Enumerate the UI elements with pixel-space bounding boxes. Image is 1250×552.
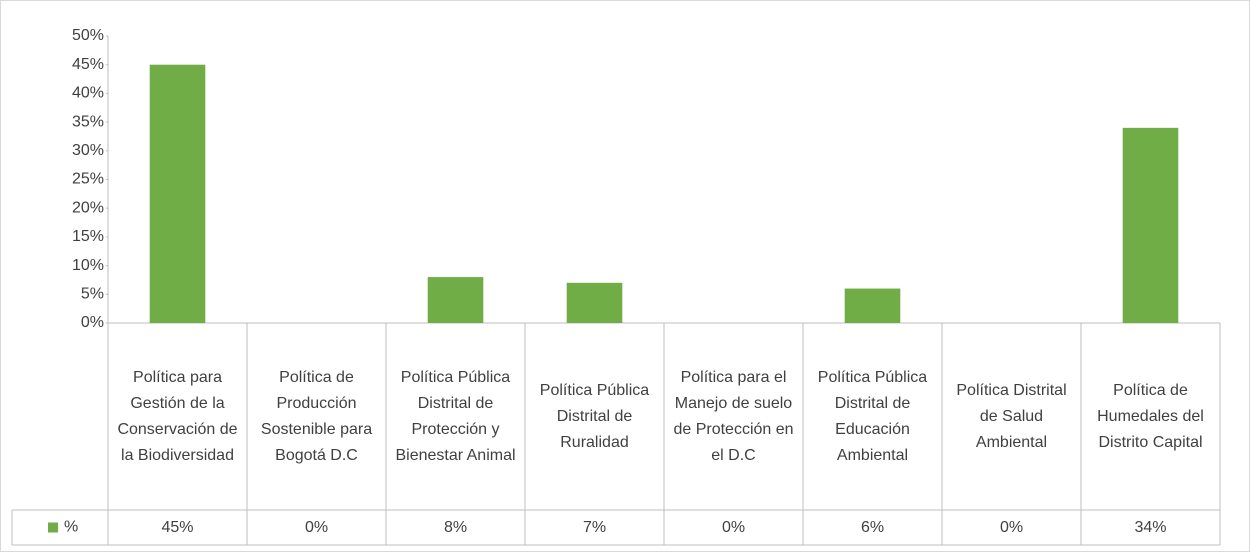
y-tick-label: 25%: [72, 171, 104, 188]
y-tick-label: 0%: [81, 314, 104, 331]
legend-label: %: [64, 519, 78, 536]
category-label: Política para el Manejo de suelo de Prot…: [673, 368, 794, 464]
value-label: 7%: [582, 518, 607, 536]
value-label: 0%: [304, 518, 329, 536]
category-label: Política de Humedales del Distrito Capit…: [1097, 381, 1204, 451]
y-tick-label: 45%: [72, 56, 104, 73]
y-tick-label: 10%: [72, 257, 104, 274]
y-tick-label: 30%: [72, 142, 104, 159]
bar: [149, 64, 206, 323]
value-label: 8%: [443, 518, 468, 536]
category-label: Política Distrital de Salud Ambiental: [956, 381, 1067, 451]
y-tick-label: 40%: [72, 85, 104, 102]
y-tick-label: 5%: [81, 286, 104, 303]
value-label: 6%: [860, 518, 885, 536]
bar: [566, 282, 623, 323]
bar: [844, 288, 901, 323]
bar: [1122, 127, 1179, 323]
y-tick-label: 15%: [72, 228, 104, 245]
value-label: 34%: [1134, 518, 1167, 536]
category-label: Política para Gestión de la Conservación…: [117, 368, 238, 464]
y-tick-label: 20%: [72, 199, 104, 216]
value-label: 0%: [999, 518, 1024, 536]
value-label: 45%: [161, 518, 194, 536]
category-label: Política Pública Distrital de Ruralidad: [539, 381, 650, 451]
y-tick-label: 50%: [72, 27, 104, 44]
y-tick-label: 35%: [72, 113, 104, 130]
value-label: 0%: [721, 518, 746, 536]
legend-swatch: [48, 522, 58, 533]
bar: [427, 277, 484, 323]
category-label: Política Pública Distrital de Educación …: [817, 368, 928, 464]
category-label: Política de Producción Sostenible para B…: [260, 368, 373, 464]
category-label: Política Pública Distrital de Protección…: [395, 368, 516, 464]
